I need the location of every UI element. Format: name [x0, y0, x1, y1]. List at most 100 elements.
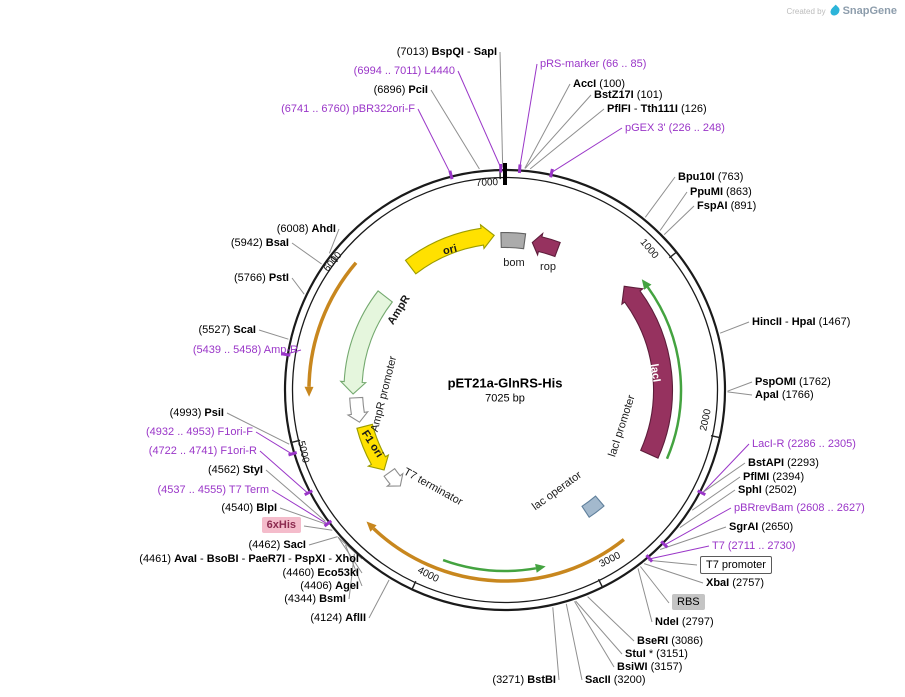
label-text: XhoI	[335, 553, 359, 565]
primer-label[interactable]: (6994 .. 7011) L4440	[354, 64, 455, 78]
enzyme-site-label[interactable]: BstAPI (2293)	[748, 456, 819, 470]
enzyme-site-label[interactable]: ApaI (1766)	[755, 388, 814, 402]
enzyme-site-label[interactable]: (4460) Eco53kI	[283, 566, 359, 580]
label-text: (4462)	[248, 539, 284, 551]
enzyme-site-label[interactable]: (4406) AgeI	[300, 579, 359, 593]
enzyme-site-label[interactable]: (4993) PsiI	[170, 406, 224, 420]
enzyme-site-label[interactable]: (4540) BlpI	[221, 501, 277, 515]
label-text: (1467)	[815, 316, 851, 328]
orf-arrow[interactable]	[442, 558, 537, 573]
enzyme-site-label[interactable]: SgrAI (2650)	[729, 520, 793, 534]
primer-label[interactable]: (5439 .. 5458) Amp-R	[193, 343, 298, 357]
leader-line	[430, 89, 480, 170]
leader-line	[659, 526, 727, 550]
label-text: SgrAI	[729, 521, 759, 533]
enzyme-site-label[interactable]: (4124) AflII	[310, 611, 366, 625]
enzyme-site-label[interactable]: AccI (100)	[573, 77, 625, 91]
enzyme-site-label[interactable]: PspOMI (1762)	[755, 375, 831, 389]
enzyme-site-label[interactable]: StuI * (3151)	[625, 647, 688, 661]
label-text: PflFI	[607, 103, 631, 115]
snapgene-logo-icon	[828, 4, 841, 18]
tick-label: 1000	[637, 236, 661, 262]
primer-label[interactable]: pRS-marker (66 .. 85)	[540, 57, 646, 71]
enzyme-site-label[interactable]: (7013) BspQI - SapI	[397, 45, 497, 59]
label-text: (5527)	[198, 324, 234, 336]
orf-arrow[interactable]	[372, 527, 625, 583]
primer-label[interactable]: (4537 .. 4555) T7 Term	[158, 483, 270, 497]
primer-label[interactable]: T7 (2711 .. 2730)	[712, 539, 796, 553]
label-text: (6741 .. 6760) pBR322ori-F	[281, 103, 415, 115]
label-text: BsaI	[265, 237, 289, 249]
feature-ampr[interactable]	[339, 290, 394, 395]
primer-label[interactable]: pGEX 3' (226 .. 248)	[625, 121, 725, 135]
enzyme-site-label[interactable]: BsiWI (3157)	[617, 660, 682, 674]
feature-bom[interactable]	[500, 231, 527, 250]
tag-rbs[interactable]: RBS	[672, 594, 705, 610]
tick-label: 4000	[415, 565, 441, 585]
enzyme-site-label[interactable]: BseRI (3086)	[637, 634, 703, 648]
label-text: StyI	[242, 464, 263, 476]
enzyme-site-label[interactable]: (6896) PciI	[374, 83, 428, 97]
orf-arrow[interactable]	[646, 286, 683, 460]
feature-f1-ori[interactable]	[356, 423, 390, 471]
tag-t7-promoter[interactable]: T7 promoter	[700, 556, 772, 574]
leader-line	[258, 329, 289, 340]
primer-label[interactable]: LacI-R (2286 .. 2305)	[752, 437, 856, 451]
enzyme-site-label[interactable]: (5942) BsaI	[231, 236, 289, 250]
tick-mark	[710, 435, 721, 439]
leader-line	[457, 70, 502, 168]
leader-line	[529, 108, 605, 170]
enzyme-site-label[interactable]: (5527) ScaI	[199, 323, 257, 337]
label-text: (4344)	[284, 593, 320, 605]
label-text: SacI	[283, 539, 306, 551]
leader-line	[291, 242, 322, 265]
enzyme-site-label[interactable]: (3271) BstBI	[492, 673, 556, 687]
tick-mark	[329, 254, 339, 263]
enzyme-site-label[interactable]: PpuMI (863)	[690, 185, 752, 199]
watermark-created-by: Created by	[786, 6, 826, 16]
enzyme-site-label[interactable]: PflMI (2394)	[743, 470, 804, 484]
enzyme-site-label[interactable]: (5766) PstI	[234, 271, 289, 285]
enzyme-site-label[interactable]: XbaI (2757)	[706, 576, 764, 590]
feature-ampr-promoter[interactable]	[346, 396, 370, 423]
feature-laci[interactable]	[621, 285, 673, 459]
enzyme-site-label[interactable]: BstZ17I (101)	[594, 88, 663, 102]
label-text: (3200)	[610, 674, 646, 686]
primer-label[interactable]: pBRrevBam (2608 .. 2627)	[734, 501, 865, 515]
primer-label[interactable]: (6741 .. 6760) pBR322ori-F	[281, 102, 415, 116]
feature-ori[interactable]	[404, 223, 495, 275]
label-text: FspAI	[697, 200, 728, 212]
enzyme-site-label[interactable]: (4562) StyI	[208, 463, 263, 477]
label-text: BspQI	[431, 46, 464, 58]
enzyme-site-label[interactable]: FspAI (891)	[697, 199, 756, 213]
label-text: NdeI	[655, 616, 679, 628]
enzyme-site-label[interactable]: (6008) AhdI	[277, 222, 336, 236]
leader-line	[308, 536, 338, 546]
enzyme-site-label[interactable]: HincII - HpaI (1467)	[752, 315, 850, 329]
leader-line	[574, 601, 615, 668]
leader-line	[265, 469, 326, 522]
label-text: (5942)	[230, 237, 266, 249]
label-text: (1766)	[778, 389, 814, 401]
feature-rop[interactable]	[531, 231, 561, 258]
leader-line	[337, 537, 363, 574]
feature-lac-operator[interactable]	[581, 495, 605, 518]
enzyme-site-label[interactable]: SphI (2502)	[738, 483, 797, 497]
label-text: (2502)	[761, 484, 797, 496]
enzyme-site-label[interactable]: Bpu10I (763)	[678, 170, 743, 184]
enzyme-site-label[interactable]: NdeI (2797)	[655, 615, 714, 629]
tag-6xhis[interactable]: 6xHis	[261, 517, 301, 533]
enzyme-site-label[interactable]: (4344) BsmI	[284, 592, 346, 606]
enzyme-site-label[interactable]: (4462) SacI	[249, 538, 307, 552]
orf-arrow-head	[304, 386, 314, 397]
leader-line	[644, 176, 676, 218]
enzyme-site-label[interactable]: SacII (3200)	[585, 673, 646, 687]
enzyme-site-label[interactable]: PflFI - Tth111I (126)	[607, 102, 707, 116]
primer-label[interactable]: (4722 .. 4741) F1ori-R	[149, 444, 257, 458]
orf-arrow[interactable]	[307, 261, 358, 387]
feature-t7-terminator[interactable]	[383, 467, 404, 487]
enzyme-site-label[interactable]: (4461) AvaI - BsoBI - PaeR7I - PspXI - X…	[139, 552, 359, 566]
label-text: (2293)	[784, 457, 819, 469]
primer-label[interactable]: (4932 .. 4953) F1ori-F	[146, 425, 253, 439]
